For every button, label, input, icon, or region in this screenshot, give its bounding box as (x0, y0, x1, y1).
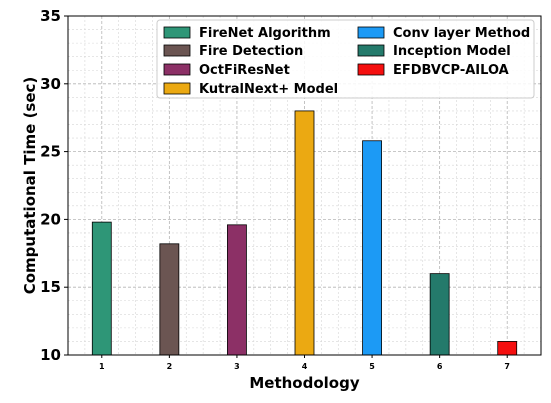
x-axis-ticks: 1 2 3 4 5 6 7 (99, 355, 510, 371)
bar-4 (294, 110, 315, 356)
legend-label: Fire Detection (199, 44, 303, 59)
legend-swatch (357, 63, 385, 76)
y-axis-ticks: 10 15 20 25 30 35 (40, 7, 68, 364)
y-tick-label: 30 (40, 75, 61, 93)
legend: FireNet Algorithm Fire Detection OctFiResN… (156, 19, 535, 99)
legend-label: Conv layer Method (393, 26, 530, 41)
legend-label: KutralNext+ Model (199, 82, 338, 97)
legend-swatch (357, 26, 385, 39)
x-tick-label: 7 (504, 362, 510, 371)
legend-box (156, 19, 535, 99)
x-tick-label: 4 (302, 362, 308, 371)
x-tick-label: 2 (167, 362, 173, 371)
legend-swatch (163, 44, 191, 57)
x-tick-label: 1 (99, 362, 105, 371)
y-tick-label: 35 (40, 7, 61, 25)
y-tick-label: 20 (40, 210, 61, 228)
bar-3 (227, 224, 247, 356)
legend-swatch (163, 82, 191, 95)
y-tick-label: 10 (40, 346, 61, 364)
bar-5 (362, 140, 382, 356)
bar-6 (429, 273, 450, 356)
bar-2 (159, 243, 180, 356)
x-tick-label: 5 (369, 362, 375, 371)
x-axis-label: Methodology (249, 374, 359, 392)
bars (91, 110, 518, 356)
bar-7 (497, 341, 518, 356)
legend-label: FireNet Algorithm (199, 26, 331, 41)
legend-label: EFDBVCP-AILOA (393, 63, 509, 78)
x-tick-label: 3 (234, 362, 240, 371)
legend-label: Inception Model (393, 44, 511, 59)
legend-swatch (163, 63, 191, 76)
legend-swatch (357, 44, 385, 57)
y-tick-label: 25 (40, 143, 61, 161)
y-tick-label: 15 (40, 278, 61, 296)
bar-1 (91, 221, 112, 356)
y-axis-label: Computational Time (sec) (21, 77, 39, 295)
x-tick-label: 6 (437, 362, 443, 371)
legend-swatch (163, 26, 191, 39)
legend-label: OctFiResNet (199, 63, 290, 78)
